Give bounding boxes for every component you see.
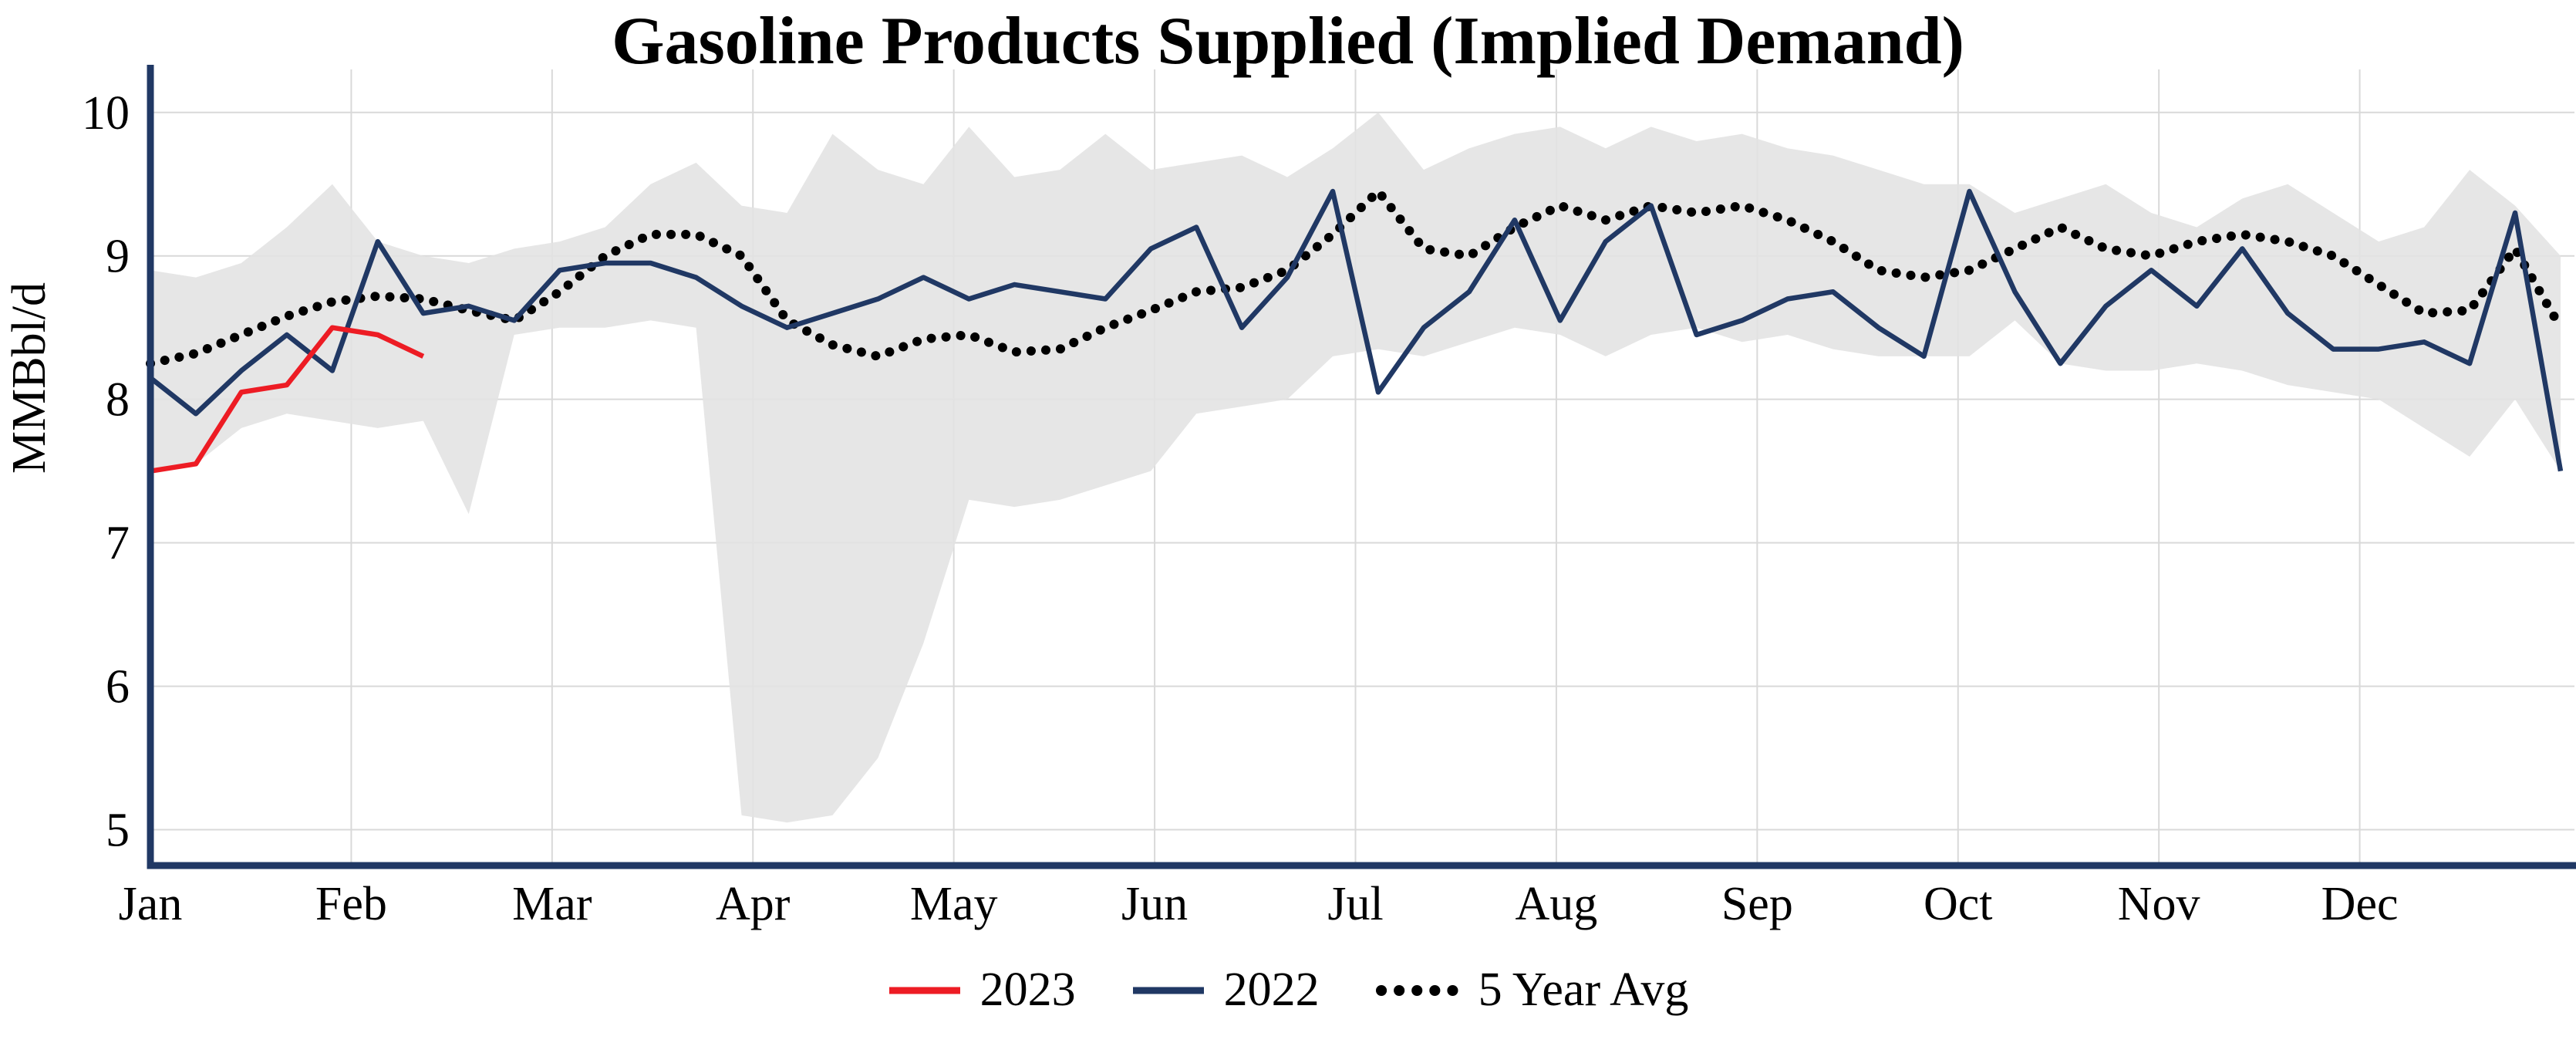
x-tick-label: Feb [315,878,387,930]
legend: 2023 2022 5 Year Avg [0,963,2576,1018]
legend-label-2023: 2023 [980,963,1076,1018]
x-tick-label: Sep [1721,878,1793,930]
y-tick-label: 10 [82,87,130,140]
y-tick-label: 6 [106,661,130,714]
legend-swatch-2023 [888,982,962,999]
x-tick-label: May [910,878,998,930]
legend-item-2022: 2022 [1131,963,1320,1018]
legend-item-5-year-avg: 5 Year Avg [1375,963,1689,1018]
x-tick-label: Aug [1516,878,1598,930]
legend-label-2022: 2022 [1224,963,1320,1018]
x-tick-label: Jul [1327,878,1383,930]
y-tick-label: 8 [106,374,130,427]
x-tick-label: Apr [716,878,791,930]
y-axis-label: MMBbl/d [3,282,56,474]
legend-item-2023: 2023 [888,963,1076,1018]
x-tick-label: Jan [119,878,183,930]
x-tick-label: Dec [2321,878,2399,930]
chart-title: Gasoline Products Supplied (Implied Dema… [612,4,1964,79]
legend-label-5-year-avg: 5 Year Avg [1479,963,1689,1018]
x-tick-label: Jun [1121,878,1188,930]
x-tick-label: Oct [1924,878,1993,930]
legend-swatch-2022 [1131,982,1205,999]
legend-swatch-5-year-avg [1375,982,1460,999]
y-tick-label: 7 [106,518,130,570]
y-tick-label: 9 [106,231,130,283]
x-tick-label: Mar [512,878,592,930]
x-tick-label: Nov [2118,878,2200,930]
y-tick-label: 5 [106,805,130,857]
